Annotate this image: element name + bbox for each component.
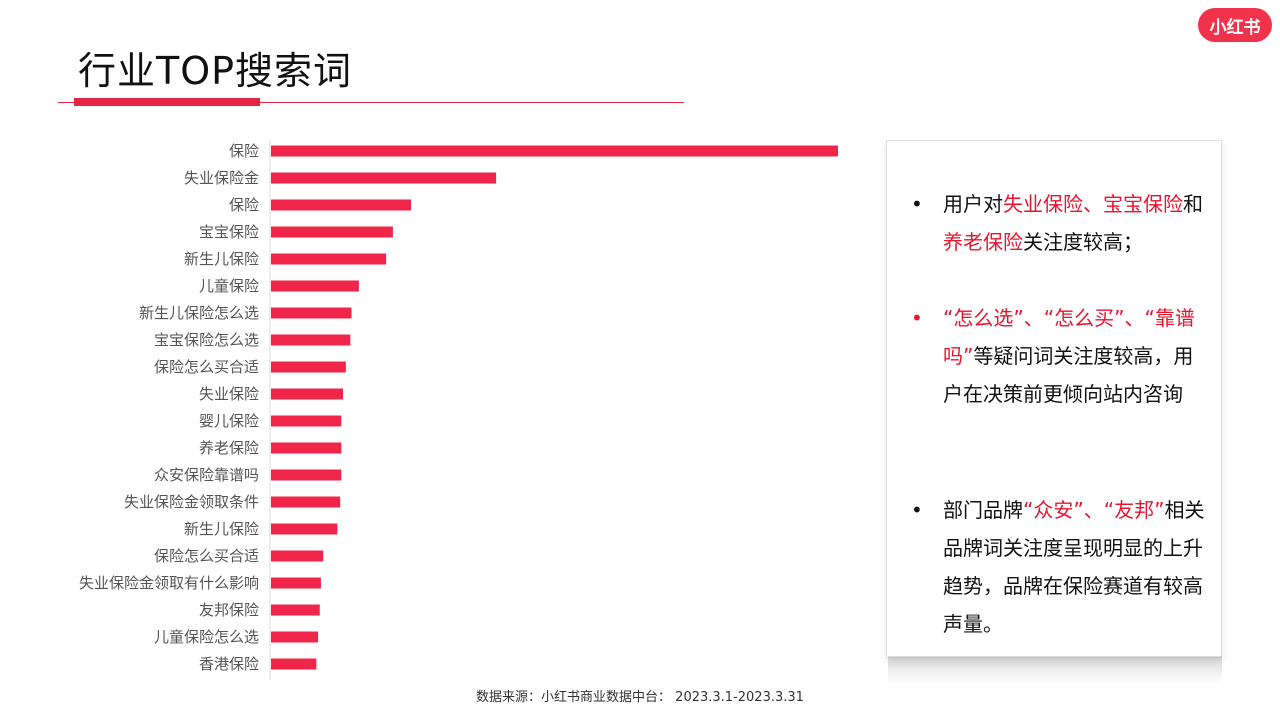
insight-bullet-1: • 用户对失业保险、宝宝保险和养老保险关注度较高； <box>911 185 1211 261</box>
highlight-term: “怎么选” <box>943 306 1024 330</box>
bar-7 <box>271 334 351 346</box>
highlight-term: “怎么买” <box>1043 306 1125 330</box>
highlight-term: 宝宝保险 <box>1103 192 1183 216</box>
category-label-17: 友邦保险 <box>199 601 259 619</box>
bar-11 <box>271 442 342 454</box>
data-source-note: 数据来源：小红书商业数据中台： 2023.3.1-2023.3.31 <box>476 690 804 705</box>
xiaohongshu-logo: 小红书 <box>1198 8 1272 42</box>
highlight-term: 失业保险 <box>1003 192 1083 216</box>
separator: 、 <box>1083 192 1103 216</box>
category-label-9: 失业保险 <box>199 385 259 403</box>
category-label-10: 婴儿保险 <box>199 412 259 430</box>
bar-8 <box>271 361 346 373</box>
bar-14 <box>271 523 338 535</box>
bar-0 <box>271 145 838 157</box>
category-label-19: 香港保险 <box>199 655 259 673</box>
highlight-term: “友邦” <box>1103 498 1165 522</box>
category-label-6: 新生儿保险怎么选 <box>139 304 259 322</box>
insight-text: 用户对失业保险、宝宝保险和养老保险关注度较高； <box>943 185 1211 261</box>
bar-19 <box>271 658 317 670</box>
insight-bullet-2: • “怎么选”、“怎么买”、“靠谱吗”等疑问词关注度较高，用户在决策前更倾向站内… <box>911 299 1211 413</box>
bar-9 <box>271 388 344 400</box>
text-segment: 和 <box>1183 192 1203 216</box>
bar-5 <box>271 280 359 292</box>
bar-15 <box>271 550 324 562</box>
category-label-8: 保险怎么买合适 <box>154 358 259 376</box>
text-segment: 用户对 <box>943 192 1003 216</box>
bullet-dot-icon: • <box>911 192 923 216</box>
category-label-18: 儿童保险怎么选 <box>154 628 259 646</box>
page-title: 行业TOP搜索词 <box>78 49 353 93</box>
bar-17 <box>271 604 320 616</box>
bar-4 <box>271 253 387 265</box>
category-label-3: 宝宝保险 <box>199 223 259 241</box>
highlight-term: “靠谱吗” <box>943 306 1195 368</box>
bullet-dot-icon: • <box>911 498 923 522</box>
bar-13 <box>271 496 341 508</box>
category-label-4: 新生儿保险 <box>184 250 259 268</box>
highlight-term: “众安” <box>1023 498 1084 522</box>
category-label-1: 失业保险金 <box>184 169 259 187</box>
bar-2 <box>271 199 412 211</box>
category-label-12: 众安保险靠谱吗 <box>154 466 259 484</box>
bar-3 <box>271 226 393 238</box>
insight-text: 部门品牌“众安”、“友邦”相关品牌词关注度呈现明显的上升趋势，品牌在保险赛道有较… <box>943 491 1211 643</box>
bullet-dot-icon: • <box>911 306 923 330</box>
insight-text: “怎么选”、“怎么买”、“靠谱吗”等疑问词关注度较高，用户在决策前更倾向站内咨询 <box>943 299 1211 413</box>
category-label-7: 宝宝保险怎么选 <box>154 331 259 349</box>
text-segment: 等疑问词关注度较高，用户在决策前更倾向站内咨询 <box>943 344 1194 406</box>
highlight-term: 养老保险 <box>943 230 1023 254</box>
separator: 、 <box>1083 498 1104 522</box>
insights-card: • 用户对失业保险、宝宝保险和养老保险关注度较高； • “怎么选”、“怎么买”、… <box>886 140 1222 658</box>
title-underline <box>58 102 684 103</box>
card-shadow <box>888 656 1222 684</box>
category-label-15: 保险怎么买合适 <box>154 547 259 565</box>
bar-10 <box>271 415 342 427</box>
title-accent-bar <box>74 98 260 106</box>
category-label-16: 失业保险金领取有什么影响 <box>79 574 259 592</box>
bar-16 <box>271 577 321 589</box>
category-label-2: 保险 <box>229 196 259 214</box>
text-segment: 部门品牌 <box>943 498 1023 522</box>
bar-12 <box>271 469 342 481</box>
bar-1 <box>271 172 497 184</box>
bar-18 <box>271 631 319 643</box>
text-segment: 相关品牌词关注度呈现明显的上升趋势，品牌在保险赛道有较高声量。 <box>943 498 1205 636</box>
bar-6 <box>271 307 352 319</box>
category-label-11: 养老保险 <box>199 439 259 457</box>
search-term-bar-chart: 保险失业保险金保险宝宝保险新生儿保险儿童保险新生儿保险怎么选宝宝保险怎么选保险怎… <box>79 140 838 680</box>
separator: 、 <box>1023 306 1044 330</box>
insight-bullet-3: • 部门品牌“众安”、“友邦”相关品牌词关注度呈现明显的上升趋势，品牌在保险赛道… <box>911 491 1211 643</box>
text-segment: 关注度较高； <box>1023 230 1143 254</box>
category-label-5: 儿童保险 <box>199 277 259 295</box>
separator: 、 <box>1124 306 1145 330</box>
category-label-13: 失业保险金领取条件 <box>124 493 259 511</box>
category-label-0: 保险 <box>229 142 259 160</box>
category-label-14: 新生儿保险 <box>184 520 259 538</box>
